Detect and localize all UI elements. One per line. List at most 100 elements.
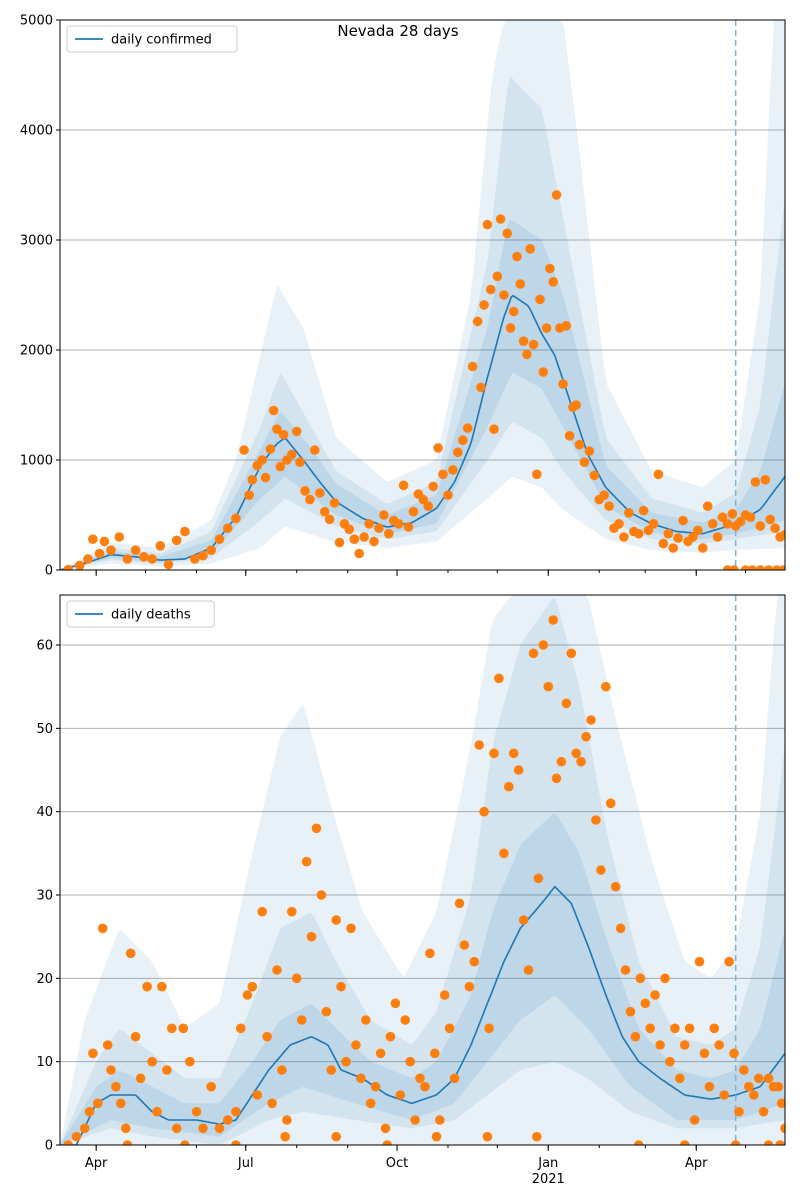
observed-point — [439, 990, 450, 1000]
observed-point — [190, 554, 200, 564]
observed-point — [84, 1106, 95, 1117]
observed-point — [518, 336, 529, 347]
observed-point — [698, 543, 708, 553]
observed-point — [663, 528, 674, 539]
observed-point — [709, 1023, 720, 1034]
observed-point — [525, 244, 535, 254]
observed-point — [262, 1031, 272, 1042]
legend-label: daily deaths — [111, 608, 191, 623]
observed-point — [643, 525, 654, 536]
y-tick-label: 20 — [36, 972, 53, 987]
observed-point — [272, 965, 282, 975]
observed-point — [459, 940, 470, 950]
observed-point — [653, 469, 664, 480]
legend: daily confirmed — [66, 25, 238, 53]
observed-point — [482, 219, 493, 230]
observed-point — [282, 1115, 292, 1125]
observed-point — [398, 480, 409, 491]
x-tick-label: Apr — [85, 1156, 108, 1171]
observed-point — [729, 565, 739, 570]
observed-point — [444, 1023, 455, 1034]
observed-point — [242, 990, 253, 1000]
observed-point — [135, 1073, 146, 1084]
observed-point — [162, 1065, 172, 1075]
observed-point — [354, 548, 365, 559]
observed-point — [601, 681, 611, 692]
y-tick-label: 3000 — [20, 234, 53, 249]
observed-point — [198, 1123, 208, 1134]
y-tick-label: 4000 — [20, 124, 53, 139]
observed-point — [423, 501, 434, 512]
observed-point — [275, 461, 286, 472]
observed-point — [116, 1098, 126, 1109]
observed-point — [694, 956, 705, 967]
observed-point — [306, 931, 317, 942]
observed-point — [619, 532, 629, 542]
observed-point — [515, 279, 526, 289]
observed-point — [315, 488, 325, 498]
observed-point — [684, 1023, 695, 1034]
observed-point — [319, 506, 330, 517]
observed-point — [660, 973, 670, 984]
observed-point — [171, 535, 182, 546]
observed-point — [513, 765, 524, 775]
observed-point — [614, 519, 624, 529]
x-tick-label: Apr — [685, 1156, 708, 1171]
observed-point — [147, 554, 157, 564]
observed-point — [125, 948, 136, 959]
observed-point — [744, 1081, 754, 1092]
observed-point — [499, 290, 509, 300]
legend-label: daily confirmed — [111, 33, 212, 48]
observed-point — [699, 1048, 710, 1059]
observed-point — [265, 444, 276, 454]
observed-point — [538, 367, 549, 377]
observed-point — [180, 1140, 190, 1145]
observed-point — [541, 323, 552, 333]
observed-point — [633, 528, 644, 539]
observed-point — [476, 382, 486, 393]
uncertainty-band-middle — [60, 597, 785, 1145]
observed-point — [214, 534, 225, 544]
observed-point — [382, 1140, 392, 1145]
observed-point — [484, 1023, 494, 1034]
observed-point — [564, 431, 575, 441]
observed-point — [722, 519, 733, 529]
observed-point — [63, 1140, 73, 1145]
observed-point — [482, 1131, 493, 1142]
observed-point — [83, 554, 93, 564]
y-tick-label: 60 — [36, 639, 53, 654]
observed-point — [673, 533, 683, 543]
chart-title: Nevada 28 days — [337, 22, 458, 40]
observed-point — [142, 981, 152, 992]
observed-point — [130, 545, 141, 555]
observed-point — [257, 906, 268, 917]
observed-point — [645, 1023, 655, 1034]
observed-point — [122, 1140, 133, 1145]
observed-point — [679, 1040, 690, 1050]
observed-point — [753, 1073, 764, 1084]
observed-point — [244, 490, 254, 501]
observed-point — [545, 263, 555, 274]
observed-point — [384, 528, 394, 539]
observed-point — [341, 1056, 351, 1067]
observed-point — [403, 522, 414, 532]
observed-point — [178, 1023, 189, 1034]
uncertainty-band-outer — [60, 20, 785, 570]
observed-point — [344, 524, 355, 535]
observed-point — [369, 536, 379, 547]
observed-point — [278, 429, 289, 440]
observed-point — [206, 545, 216, 555]
observed-point — [648, 519, 659, 529]
observed-point — [717, 512, 728, 522]
observed-point — [693, 525, 703, 536]
observed-point — [763, 565, 774, 570]
observed-point — [551, 190, 562, 200]
observed-point — [604, 501, 614, 512]
observed-point — [581, 731, 591, 742]
observed-point — [532, 1131, 542, 1142]
observed-point — [400, 1015, 411, 1025]
observed-point — [548, 277, 558, 287]
observed-point — [462, 423, 473, 433]
observed-point — [295, 457, 305, 468]
